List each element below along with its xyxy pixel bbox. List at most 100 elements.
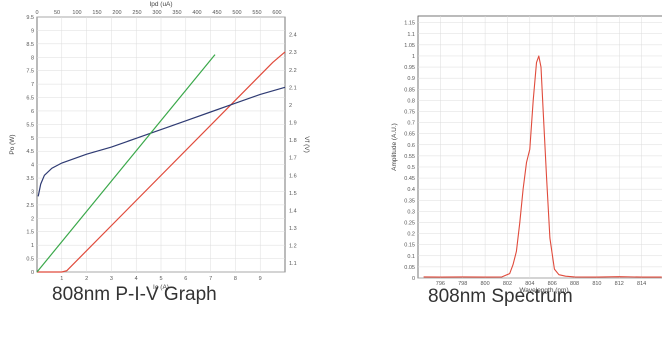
spectrum-x-tick-label: 802 xyxy=(503,281,512,287)
piv-x2-tick-label: 300 xyxy=(152,10,161,16)
spectrum-y-tick-label: 0.5 xyxy=(407,165,415,171)
piv-y-tick-label: 0.5 xyxy=(26,257,34,263)
piv-y-tick-label: 1.5 xyxy=(26,230,34,236)
piv-y2-tick-label: 1.6 xyxy=(289,173,297,179)
piv-chart: 1 2 3 4 5 6 7 8 9 0 0.5 1 1.5 2 2.5 3 3.5 4 4.5 5 5.5 6 6.5 7 7.… xyxy=(9,1,310,291)
piv-x-tick-label: 8 xyxy=(234,276,237,282)
piv-y-tick-label: 8 xyxy=(31,55,34,61)
piv-y-tick-label: 7 xyxy=(31,82,34,88)
piv-y-axis-label: Po (W) xyxy=(9,134,16,154)
piv-y-tick-label: 2.5 xyxy=(26,203,34,209)
piv-x2-tick-label: 550 xyxy=(252,10,261,16)
piv-y2-tick-label: 2.1 xyxy=(289,85,297,91)
spectrum-y-tick-label: 0.1 xyxy=(407,254,415,260)
piv-x2-tick-label: 450 xyxy=(212,10,221,16)
piv-top-axis-label: Ipd (uA) xyxy=(149,1,172,8)
spectrum-x-tick-label: 814 xyxy=(637,281,646,287)
piv-x2-tick-label: 400 xyxy=(192,10,201,16)
piv-y2-tick-label: 2 xyxy=(289,103,292,109)
piv-y2-tick-label: 1.2 xyxy=(289,244,297,250)
piv-y2-axis-label: Vf (V) xyxy=(303,136,310,153)
spectrum-y-tick-label: 0.9 xyxy=(407,76,415,82)
piv-y2-tick-label: 1.8 xyxy=(289,138,297,144)
spectrum-y-tick-label: 0.65 xyxy=(404,132,415,138)
spectrum-y-tick-label: 0.2 xyxy=(407,232,415,238)
piv-y-tick-label: 6 xyxy=(31,109,34,115)
spectrum-x-tick-label: 798 xyxy=(458,281,467,287)
piv-x2-tick-label: 150 xyxy=(92,10,101,16)
spectrum-y-axis-label: Amplitude (A.U.) xyxy=(391,123,398,171)
spectrum-y-tick-label: 0.75 xyxy=(404,109,415,115)
piv-ticks: 1 2 3 4 5 6 7 8 9 0 0.5 1 1.5 2 2.5 3 3.5 4 4.5 5 5.5 6 6.5 7 7.… xyxy=(26,10,296,282)
piv-y2-tick-label: 2.4 xyxy=(289,33,297,39)
spectrum-x-tick-label: 806 xyxy=(548,281,557,287)
spectrum-x-tick-label: 812 xyxy=(615,281,624,287)
piv-x-tick-label: 7 xyxy=(209,276,212,282)
piv-y-tick-label: 4 xyxy=(31,163,34,169)
spectrum-x-tick-label: 804 xyxy=(525,281,534,287)
piv-y-tick-label: 6.5 xyxy=(26,96,34,102)
piv-y-tick-label: 9.5 xyxy=(26,15,34,21)
spectrum-y-tick-label: 0.25 xyxy=(404,220,415,226)
piv-x2-tick-label: 200 xyxy=(112,10,121,16)
spectrum-x-tick-label: 796 xyxy=(436,281,445,287)
piv-x2-tick-label: 250 xyxy=(132,10,141,16)
spectrum-y-tick-label: 0.8 xyxy=(407,98,415,104)
piv-caption: 808nm P-I-V Graph xyxy=(52,284,217,305)
spectrum-y-tick-label: 0.15 xyxy=(404,243,415,249)
piv-y-tick-label: 2 xyxy=(31,216,34,222)
spectrum-y-tick-label: 0.35 xyxy=(404,198,415,204)
spectrum-x-tick-label: 808 xyxy=(570,281,579,287)
piv-x2-tick-label: 500 xyxy=(232,10,241,16)
spectrum-x-axis-label: Wavelength (nm) xyxy=(519,287,568,294)
piv-power-line xyxy=(37,51,286,273)
spectrum-y-tick-label: 0.55 xyxy=(404,154,415,160)
piv-y2-tick-label: 1.5 xyxy=(289,191,297,197)
piv-photodiode-line xyxy=(36,54,216,273)
piv-y2-tick-label: 1.9 xyxy=(289,121,297,127)
spectrum-y-tick-label: 0.45 xyxy=(404,176,415,182)
piv-y-tick-label: 3.5 xyxy=(26,176,34,182)
spectrum-caption: 808nm Spectrum xyxy=(428,286,573,307)
spectrum-x-tick-label: 800 xyxy=(480,281,489,287)
piv-y-tick-label: 8.5 xyxy=(26,42,34,48)
piv-y2-tick-label: 2.2 xyxy=(289,68,297,74)
piv-y-tick-label: 5 xyxy=(31,136,34,142)
spectrum-series xyxy=(423,55,662,278)
piv-y-tick-label: 1 xyxy=(31,243,34,249)
piv-x-tick-label: 5 xyxy=(159,276,162,282)
spectrum-x-tick-label: 810 xyxy=(592,281,601,287)
spectrum-y-tick-label: 0.3 xyxy=(407,209,415,215)
piv-y-tick-label: 4.5 xyxy=(26,149,34,155)
piv-x-tick-label: 9 xyxy=(259,276,262,282)
spectrum-y-tick-label: 1.15 xyxy=(404,21,415,27)
spectrum-y-tick-label: 0.7 xyxy=(407,121,415,127)
spectrum-y-tick-label: 0.4 xyxy=(407,187,415,193)
piv-x-tick-label: 1 xyxy=(60,276,63,282)
piv-x2-tick-label: 600 xyxy=(272,10,281,16)
piv-x2-tick-label: 0 xyxy=(35,10,38,16)
spectrum-y-tick-label: 1.1 xyxy=(407,32,415,38)
piv-x-axis-label: Io (A) xyxy=(153,284,169,291)
piv-y-tick-label: 0 xyxy=(31,270,34,276)
piv-series xyxy=(36,51,286,273)
spectrum-gridlines xyxy=(418,16,662,279)
piv-voltage-line xyxy=(37,86,286,197)
piv-y-tick-label: 5.5 xyxy=(26,122,34,128)
spectrum-y-tick-label: 1 xyxy=(412,54,415,60)
piv-x-tick-label: 2 xyxy=(85,276,88,282)
spectrum-plot-frame xyxy=(417,15,662,279)
spectrum-y-tick-label: 1.05 xyxy=(404,43,415,49)
piv-y2-tick-label: 1.7 xyxy=(289,156,297,162)
spectrum-line xyxy=(423,55,662,278)
piv-x2-tick-label: 50 xyxy=(54,10,60,16)
spectrum-y-tick-label: 0.05 xyxy=(404,265,415,271)
piv-gridlines xyxy=(37,16,285,273)
spectrum-y-tick-label: 0.85 xyxy=(404,87,415,93)
piv-y2-tick-label: 2.3 xyxy=(289,50,297,56)
piv-x-tick-label: 4 xyxy=(135,276,138,282)
spectrum-chart: 796 798 800 802 804 806 808 810 812 814 0 0.05 0.1 0.… xyxy=(391,15,662,294)
piv-x-tick-label: 3 xyxy=(110,276,113,282)
spectrum-y-tick-label: 0 xyxy=(412,276,415,282)
